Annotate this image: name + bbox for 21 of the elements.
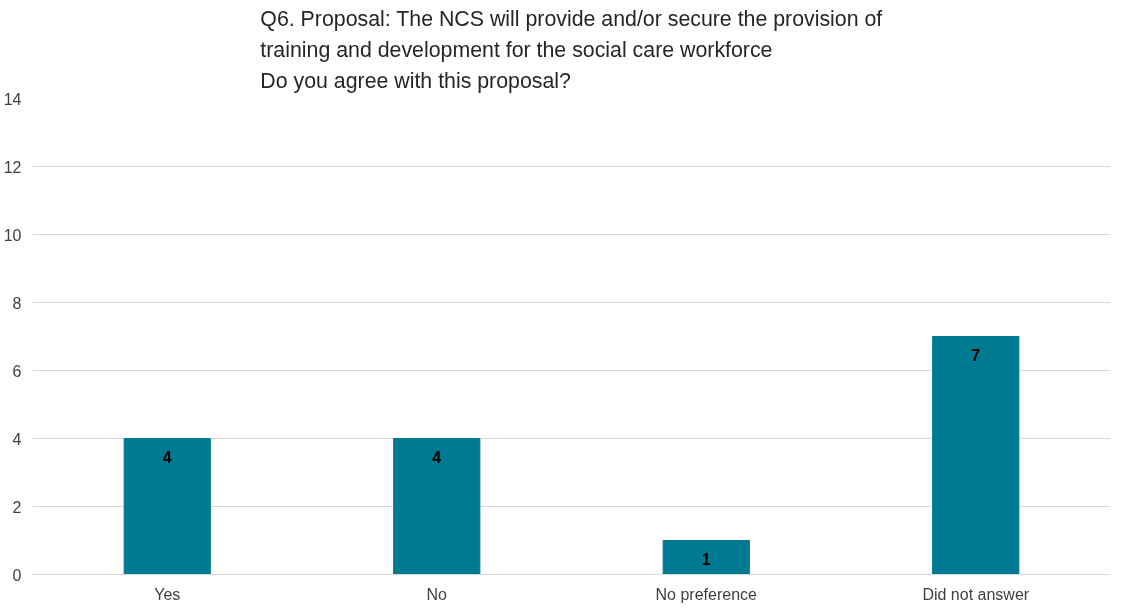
bar — [932, 336, 1020, 575]
x-tick-label: Did not answer — [922, 585, 1030, 603]
chart-title: Q6. Proposal: The NCS will provide and/or secure the provision of training and development for the social care workforce Do you agree with this proposal? — [260, 7, 883, 94]
bar — [393, 438, 481, 575]
x-tick-label: Yes — [154, 585, 181, 603]
y-tick-label: 12 — [3, 158, 22, 176]
x-tick-label: No — [426, 585, 448, 603]
y-tick-label: 4 — [12, 430, 22, 448]
y-tick-label: 6 — [12, 362, 22, 380]
data-label: 1 — [701, 550, 711, 568]
x-tick-label: No preference — [655, 585, 758, 603]
bar — [662, 540, 750, 575]
y-tick-label: 8 — [12, 294, 22, 312]
data-label: 4 — [432, 448, 442, 466]
y-tick-label: 2 — [12, 498, 22, 516]
data-label: 7 — [971, 346, 981, 364]
y-tick-label: 14 — [3, 90, 22, 108]
y-tick-label: 0 — [12, 566, 22, 584]
data-label: 4 — [162, 448, 172, 466]
y-tick-label: 10 — [3, 226, 22, 244]
bar — [123, 438, 211, 575]
